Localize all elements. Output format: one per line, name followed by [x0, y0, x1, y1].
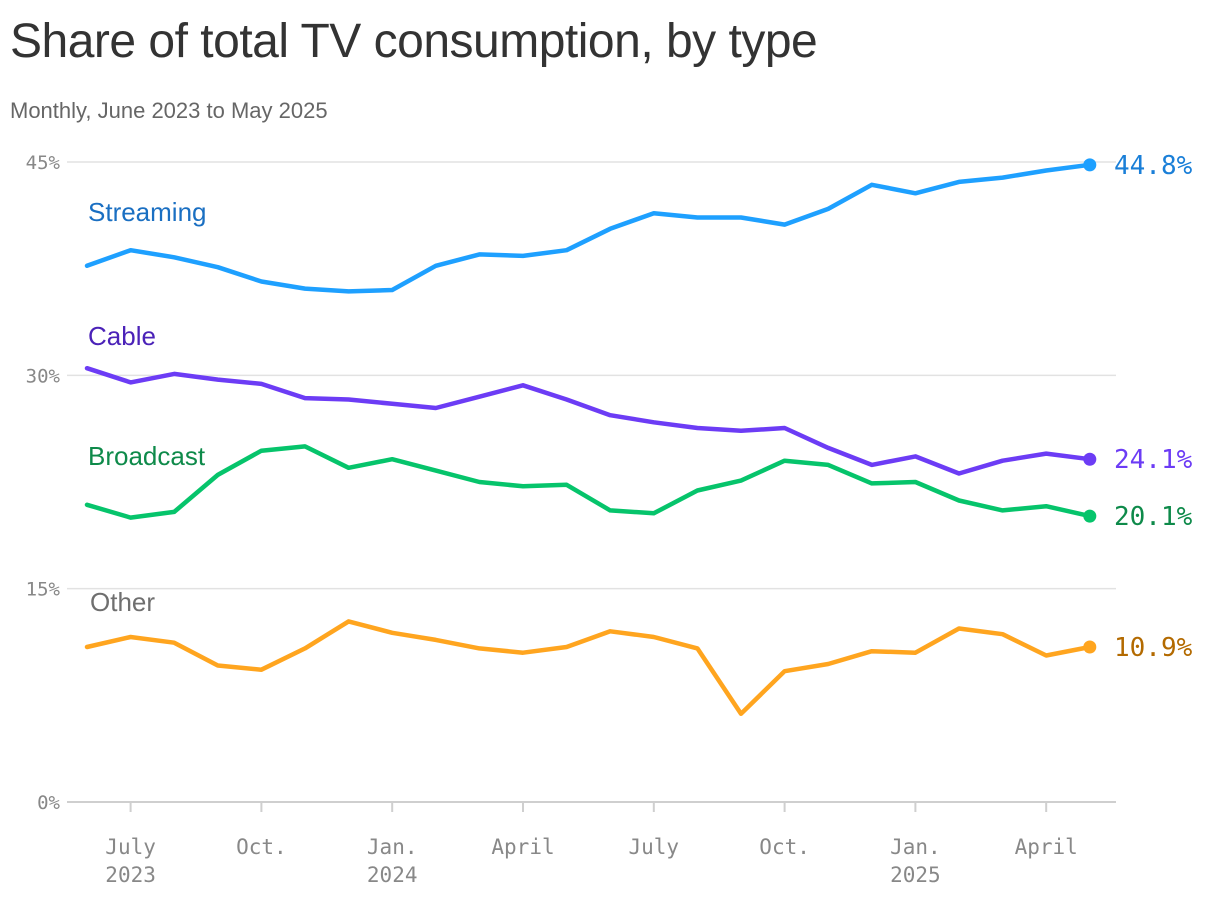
chart-title: Share of total TV consumption, by type [10, 15, 818, 68]
x-tick-label: Oct. [759, 835, 810, 859]
streaming-end-label: 44.8% [1114, 151, 1193, 181]
other-end-label: 10.9% [1114, 633, 1193, 663]
cable-end-dot [1083, 452, 1097, 466]
broadcast-line [84, 444, 1093, 520]
x-tick-label: July [629, 835, 680, 859]
other-line [84, 619, 1093, 717]
other-series-label: Other [90, 587, 155, 617]
cable-end-label: 24.1% [1114, 445, 1193, 475]
x-tick-label: Oct. [236, 835, 287, 859]
x-tick-label: April [1015, 835, 1078, 859]
other-end-dot [1083, 640, 1097, 654]
y-tick-label: 30% [26, 365, 61, 387]
streaming-line [84, 162, 1093, 294]
y-tick-label: 0% [37, 792, 60, 814]
chart-subtitle: Monthly, June 2023 to May 2025 [10, 98, 328, 123]
cable-series-label: Cable [88, 321, 156, 351]
x-tick-sublabel: 2025 [890, 863, 941, 887]
x-tick-label: July [105, 835, 156, 859]
y-tick-label: 15% [26, 579, 61, 601]
streaming-end-dot [1083, 158, 1097, 172]
streaming-series-label: Streaming [88, 197, 207, 227]
x-tick-sublabel: 2023 [105, 863, 156, 887]
broadcast-series-label: Broadcast [88, 441, 206, 471]
x-tick-label: Jan. [367, 835, 418, 859]
broadcast-end-dot [1083, 509, 1097, 523]
cable-line [84, 365, 1093, 476]
x-tick-label: April [491, 835, 554, 859]
y-tick-label: 45% [26, 152, 61, 174]
x-tick-sublabel: 2024 [367, 863, 418, 887]
x-tick-label: Jan. [890, 835, 941, 859]
broadcast-end-label: 20.1% [1114, 502, 1193, 532]
